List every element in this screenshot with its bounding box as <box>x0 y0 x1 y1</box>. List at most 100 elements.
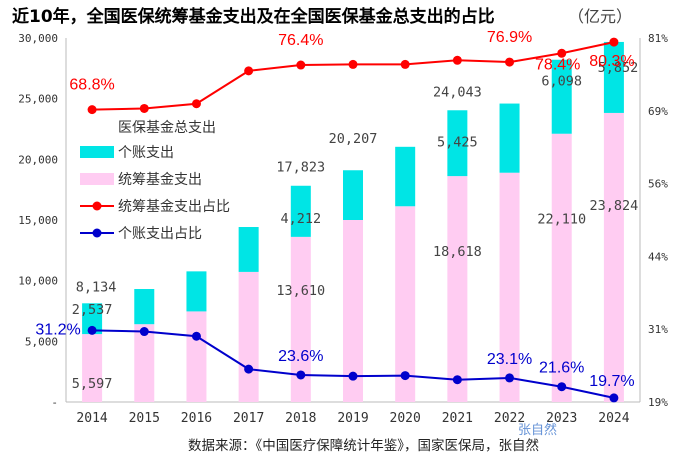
left-tick-label: 15,000 <box>18 214 58 227</box>
account-share-label: 31.2% <box>35 321 80 338</box>
x-tick-label: 2018 <box>285 411 316 426</box>
right-tick-label: 31% <box>648 323 668 336</box>
point-pooled-share <box>400 59 410 69</box>
x-tick-label: 2021 <box>442 411 473 426</box>
bar-personal-account <box>82 303 103 335</box>
right-tick-label: 56% <box>648 178 668 191</box>
x-tick-label: 2015 <box>129 411 160 426</box>
point-account-share <box>505 373 515 383</box>
account-value-label: 4,212 <box>280 211 321 227</box>
watermark: 张自然 <box>518 422 557 438</box>
right-tick-label: 19% <box>648 396 668 409</box>
chart-unit: （亿元） <box>568 7 632 26</box>
bar-pooled-fund <box>134 324 155 402</box>
bar-pooled-fund <box>343 220 363 402</box>
point-account-share <box>296 370 306 380</box>
point-pooled-share <box>348 59 358 69</box>
point-account-share <box>139 327 149 337</box>
plot-area: - 5,000 10,000 15,000 20,000 25,000 30,000 19% 3… <box>18 29 668 426</box>
bar-personal-account <box>343 170 363 220</box>
point-pooled-share <box>296 60 306 70</box>
account-value-label: 5,425 <box>437 134 478 150</box>
total-value-label: 24,043 <box>433 84 482 100</box>
left-tick-label: 30,000 <box>18 32 58 45</box>
line-pooled-share <box>92 41 615 111</box>
x-tick-label: 2014 <box>76 411 107 426</box>
bar-pooled-fund <box>603 112 624 403</box>
legend-account-share-label: 个账支出占比 <box>118 226 202 242</box>
pooled-share-label: 76.4% <box>278 32 323 49</box>
x-tick-label: 2019 <box>337 411 368 426</box>
point-pooled-share <box>609 37 619 47</box>
right-tick-label: 81% <box>648 32 668 45</box>
point-pooled-share <box>191 99 201 109</box>
account-value-label: 2,537 <box>72 302 113 318</box>
point-account-share <box>191 331 201 341</box>
x-tick-label: 2023 <box>546 411 577 426</box>
pooled-value-label: 23,824 <box>590 198 639 214</box>
account-value-label: 5,852 <box>598 60 639 76</box>
left-tick-label: 10,000 <box>18 275 58 288</box>
bar-pooled-fund <box>499 172 520 402</box>
legend-account-share-marker <box>92 228 102 238</box>
bar-pooled-fund <box>82 334 103 402</box>
left-tick-label: 25,000 <box>18 93 58 106</box>
bar-personal-account <box>551 59 572 134</box>
point-account-share <box>609 393 619 403</box>
bar-personal-account <box>447 110 468 177</box>
right-tick-label: 69% <box>648 105 668 118</box>
bar-personal-account <box>186 271 207 312</box>
account-value-label: 6,098 <box>541 74 582 90</box>
account-share-label: 23.1% <box>487 351 532 368</box>
x-tick-label: 2024 <box>598 411 629 426</box>
bar-pooled-fund <box>238 271 259 402</box>
pooled-value-label: 13,610 <box>276 283 325 299</box>
bar-personal-account <box>134 289 155 325</box>
point-pooled-share <box>557 48 567 58</box>
bar-pooled-fund <box>395 206 416 402</box>
account-share-label: 23.6% <box>278 348 323 365</box>
pooled-value-label: 22,110 <box>537 212 586 228</box>
legend-pooled-label: 统筹基金支出 <box>118 171 202 188</box>
source-note: 数据来源：《中国医疗保障统计年鉴》，国家医保局，张自然 <box>188 437 539 454</box>
legend-total-label: 医保基金总支出 <box>118 119 216 136</box>
pooled-share-label: 80.3% <box>589 53 634 70</box>
total-value-label: 8,134 <box>76 279 117 295</box>
point-account-share <box>244 364 254 374</box>
account-share-label: 21.6% <box>539 360 584 377</box>
legend-account-swatch <box>80 146 114 158</box>
left-tick-label: 20,000 <box>18 153 58 166</box>
point-pooled-share <box>452 55 462 65</box>
x-tick-label: 2020 <box>390 411 421 426</box>
total-value-label: 17,823 <box>276 160 325 176</box>
bar-pooled-fund <box>186 311 207 402</box>
pooled-value-label: 5,597 <box>72 376 113 392</box>
bar-pooled-fund <box>290 236 311 402</box>
right-tick-label: 44% <box>648 250 668 263</box>
point-account-share <box>452 375 462 385</box>
pooled-value-label: 18,618 <box>433 244 482 260</box>
point-account-share <box>348 371 358 381</box>
point-account-share <box>400 371 410 381</box>
bar-personal-account <box>499 103 520 173</box>
left-tick-label: 5,000 <box>25 335 58 348</box>
x-tick-label: 2022 <box>494 411 525 426</box>
point-pooled-share <box>87 105 97 115</box>
legend-account-label: 个账支出 <box>118 145 174 161</box>
bar-pooled-fund <box>551 133 572 402</box>
x-tick-label: 2017 <box>233 411 264 426</box>
point-pooled-share <box>505 57 515 67</box>
legend-pooled-share-label: 统筹基金支出占比 <box>118 198 230 215</box>
account-share-label: 19.7% <box>589 373 634 390</box>
point-pooled-share <box>139 103 149 113</box>
pooled-share-label: 78.4% <box>535 56 580 73</box>
chart-title: 近10年，全国医保统筹基金支出及在全国医保基金总支出的占比 <box>12 6 495 27</box>
bar-personal-account <box>238 227 259 272</box>
bar-pooled-fund <box>447 176 468 402</box>
total-value-label: 20,207 <box>329 131 378 147</box>
pooled-share-label: 76.9% <box>487 29 532 46</box>
point-account-share <box>87 325 97 335</box>
bar-personal-account <box>290 185 311 237</box>
